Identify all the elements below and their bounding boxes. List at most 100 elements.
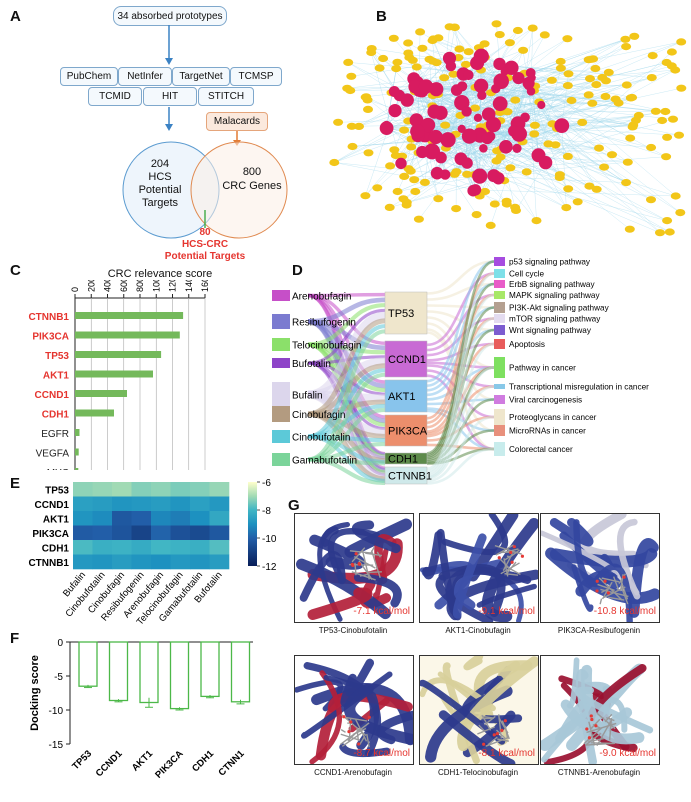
ligand-bond (602, 586, 626, 599)
target-node (555, 64, 566, 72)
target-node (629, 32, 640, 40)
target-node (362, 96, 373, 104)
target-node (620, 35, 631, 43)
heatmap-cell (151, 482, 171, 497)
ligand-bond (342, 716, 368, 722)
network-edge (397, 175, 480, 192)
target-node (621, 43, 632, 51)
docking-pose-image: -7.1 kcal/mol (294, 513, 414, 623)
ligand-bond (353, 556, 376, 569)
pathway-label: Viral carcinogenesis (509, 396, 582, 405)
network-edge (433, 38, 470, 137)
pathway-node (494, 325, 505, 335)
network-edge (530, 72, 676, 197)
gene-label-myc: MYC (47, 468, 69, 470)
network-edge (528, 85, 569, 157)
flow-gene-pathway (426, 272, 495, 347)
db-tcmsp: TCMSP (230, 67, 282, 86)
target-node (510, 96, 521, 104)
db-hit: HIT (143, 87, 197, 106)
target-node (471, 211, 482, 219)
ligand-atom (594, 724, 598, 728)
docking-score-chart: 0 -5 -10 -15 Docking score TP53 CCND1 AKT1PIK3C… (29, 638, 253, 781)
flow-gene-pathway (426, 415, 495, 483)
network-edge (490, 148, 518, 226)
target-node (512, 26, 523, 35)
target-node (410, 187, 421, 196)
flow-gene-pathway (426, 342, 495, 478)
target-node (561, 204, 572, 212)
target-node (572, 198, 583, 206)
target-node (388, 34, 399, 42)
hub-node (492, 96, 508, 112)
ribbon (353, 572, 402, 608)
target-node (346, 122, 357, 130)
target-node (399, 126, 410, 134)
target-node (439, 74, 450, 82)
ligand-bond (495, 729, 506, 740)
gene-label-ctnnb1: CTNNB1 (28, 312, 69, 323)
network-edge (432, 40, 457, 91)
network-edge (371, 52, 402, 164)
bar-myc (75, 468, 79, 470)
target-node (521, 168, 532, 176)
ribbon (571, 564, 594, 612)
pathway-node (494, 280, 505, 288)
heatmap-cell (190, 525, 210, 541)
network-edge (519, 77, 549, 144)
category-label: PIK3CA (153, 748, 186, 781)
pathway-label: mTOR signaling pathway (509, 315, 601, 324)
target-node (419, 178, 430, 186)
score-bar (230, 641, 251, 703)
network-edge (466, 111, 480, 177)
hub-node (472, 168, 488, 184)
network-edge (561, 125, 597, 190)
gene-node (384, 452, 428, 465)
network-edge (481, 95, 616, 100)
ribbon (317, 522, 351, 622)
pathway-node (494, 314, 505, 323)
target-node (333, 118, 344, 126)
ribbon (580, 514, 638, 561)
crc-relevance-chart: 0 200 400 600 800 1000 1200 1400 1600 CTNNB1 PIK3C… (28, 280, 210, 470)
network-edge (422, 97, 633, 153)
hub-node (379, 121, 394, 135)
hub-node (554, 118, 570, 133)
ribbon (481, 517, 538, 622)
heatmap-row-label: TP53 (45, 485, 69, 496)
compound-node (272, 406, 290, 422)
y-tick-label: -5 (54, 672, 63, 683)
target-node (662, 217, 673, 225)
compound-node (272, 382, 290, 407)
gene-node (384, 379, 428, 413)
pathway-node (494, 384, 505, 389)
target-node (529, 121, 540, 129)
panel-label-f: F (10, 630, 20, 647)
hub-node (461, 106, 472, 117)
venn-overlap-label-2: Potential Targets (164, 251, 246, 262)
target-node (413, 215, 424, 223)
ligand-bond (601, 577, 620, 583)
ribbon (344, 683, 413, 745)
hub-node (493, 57, 506, 71)
venn-left-count: 204 (150, 158, 170, 170)
venn-left-label-2: Potential Targets (138, 184, 182, 209)
ligand-atom (606, 591, 610, 595)
colorbar-tick-label: -10 (262, 534, 277, 545)
ligand-bond (481, 714, 492, 731)
colorbar-tick-label: -8 (262, 506, 271, 517)
heatmap-cell (92, 511, 113, 526)
score-bar (200, 641, 220, 698)
ligand-atom (520, 554, 525, 558)
target-node (470, 104, 481, 112)
gene-node-label: TP53 (388, 308, 414, 320)
pathway-node (494, 409, 505, 425)
flow-gene-pathway (426, 447, 495, 485)
hub-node (457, 81, 468, 92)
heatmap-cell (190, 496, 210, 512)
target-node (454, 45, 465, 53)
compound-label: Telocinobufagin (292, 341, 362, 352)
network-edge (493, 124, 516, 208)
ligand-atom (587, 736, 592, 740)
x-tick-label: 1400 (184, 280, 194, 292)
